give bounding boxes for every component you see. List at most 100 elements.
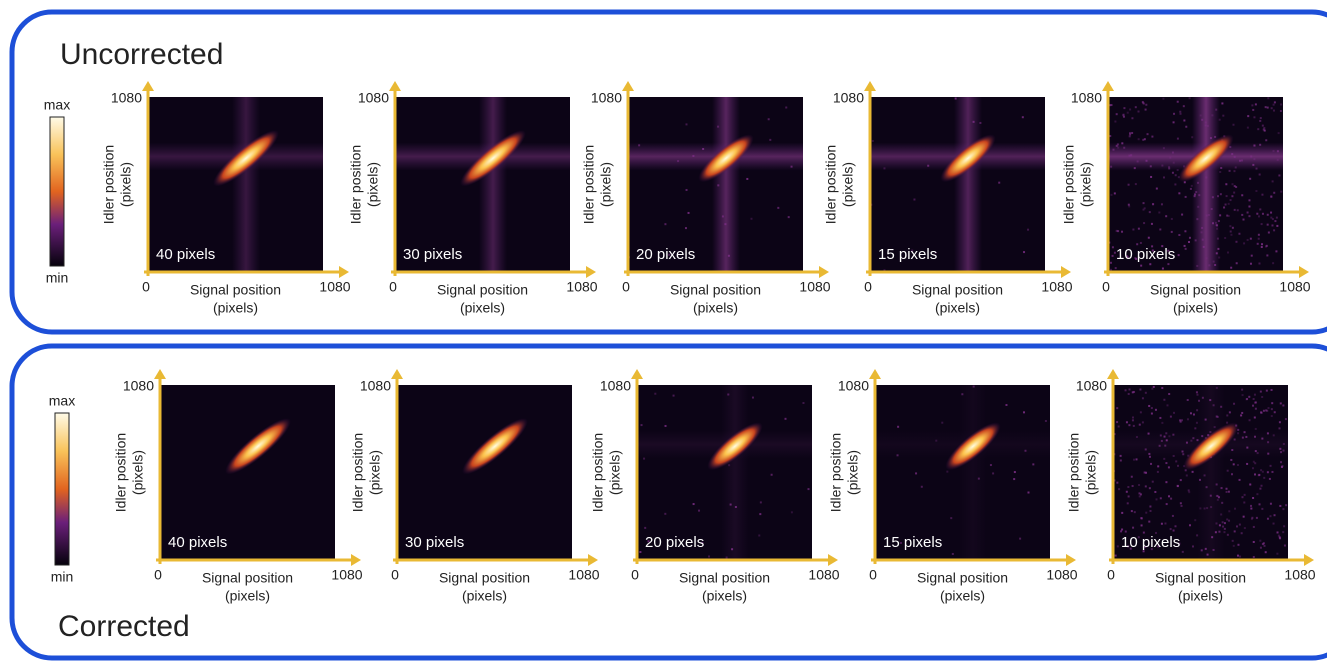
y-axis-label: (pixels) [1078, 162, 1094, 207]
noise [1240, 414, 1242, 416]
noise [1189, 237, 1191, 239]
noise [1242, 219, 1244, 221]
noise [1267, 518, 1269, 520]
noise [1138, 111, 1140, 113]
x-axis-label: Signal position [202, 570, 293, 586]
colorbar [50, 117, 64, 266]
noise [1148, 433, 1150, 435]
noise [1128, 205, 1130, 207]
noise [1277, 150, 1279, 152]
noise [1227, 470, 1229, 472]
noise [1198, 194, 1200, 196]
noise [1137, 160, 1139, 162]
noise [1214, 264, 1216, 266]
noise [664, 513, 666, 515]
x-tick-label: 0 [631, 567, 639, 583]
noise [1221, 102, 1223, 104]
noise [1177, 138, 1179, 140]
noise [1144, 207, 1146, 209]
noise [1138, 484, 1140, 486]
noise [1222, 521, 1224, 523]
noise [1172, 172, 1174, 174]
x-tick-label: 1080 [566, 279, 597, 295]
noise [1246, 398, 1248, 400]
noise [1116, 482, 1118, 484]
x-axis-label: Signal position [912, 282, 1003, 298]
x-axis-label: (pixels) [935, 300, 980, 316]
noise [1233, 192, 1235, 194]
x-tick-label: 1080 [319, 279, 350, 295]
noise [1197, 182, 1199, 184]
y-tick-label: 1080 [358, 90, 389, 106]
noise [1271, 415, 1273, 417]
noise [1231, 153, 1233, 155]
noise [1127, 112, 1129, 114]
noise [1220, 513, 1222, 515]
noise [1254, 402, 1256, 404]
noise [1120, 530, 1122, 532]
noise [1115, 555, 1117, 557]
x-arrow [1299, 266, 1309, 278]
x-tick-label: 1080 [1284, 567, 1315, 583]
y-axis-label: Idler position [823, 145, 839, 224]
noise [1208, 214, 1210, 216]
noise [1184, 245, 1186, 247]
noise [1259, 120, 1261, 122]
noise [1164, 436, 1166, 438]
panel-label: 20 pixels [636, 246, 695, 263]
noise [1234, 530, 1236, 532]
noise [1249, 419, 1251, 421]
noise [1230, 199, 1232, 201]
noise [1019, 538, 1021, 540]
noise [785, 418, 787, 420]
x-axis-label: (pixels) [225, 588, 270, 604]
noise [1232, 183, 1234, 185]
noise [692, 155, 694, 157]
noise [1013, 478, 1015, 480]
noise [1135, 106, 1137, 108]
noise [1252, 467, 1254, 469]
noise [1217, 416, 1219, 418]
noise [1234, 508, 1236, 510]
noise [1257, 128, 1259, 130]
noise [1233, 124, 1235, 126]
noise [1253, 526, 1255, 528]
noise [1151, 136, 1153, 138]
noise [1234, 439, 1236, 441]
noise [1196, 218, 1198, 220]
noise [1023, 411, 1025, 413]
noise [1116, 230, 1118, 232]
noise [1226, 488, 1228, 490]
noise [1257, 243, 1259, 245]
noise [1283, 443, 1285, 445]
noise [1210, 137, 1212, 139]
noise [1129, 388, 1131, 390]
noise [1120, 455, 1122, 457]
x-axis-label: Signal position [437, 282, 528, 298]
x-arrow [1304, 554, 1314, 566]
noise [1208, 264, 1210, 266]
noise [1259, 540, 1261, 542]
noise [1280, 451, 1282, 453]
noise [1161, 387, 1163, 389]
noise [688, 212, 690, 214]
noise [1201, 549, 1203, 551]
y-axis-label: (pixels) [840, 162, 856, 207]
y-tick-label: 1080 [1076, 378, 1107, 394]
noise [1143, 103, 1145, 105]
noise [1127, 486, 1129, 488]
noise [1192, 437, 1194, 439]
noise [788, 216, 790, 218]
noise [1230, 234, 1232, 236]
noise [1218, 257, 1220, 259]
noise [1215, 522, 1217, 524]
noise [1201, 435, 1203, 437]
y-axis-label: Idler position [101, 145, 117, 224]
noise [1114, 192, 1116, 194]
noise [1252, 164, 1254, 166]
x-axis-label: (pixels) [462, 588, 507, 604]
x-axis-label: (pixels) [1178, 588, 1223, 604]
noise [1180, 502, 1182, 504]
noise [1027, 492, 1029, 494]
noise [769, 139, 771, 141]
